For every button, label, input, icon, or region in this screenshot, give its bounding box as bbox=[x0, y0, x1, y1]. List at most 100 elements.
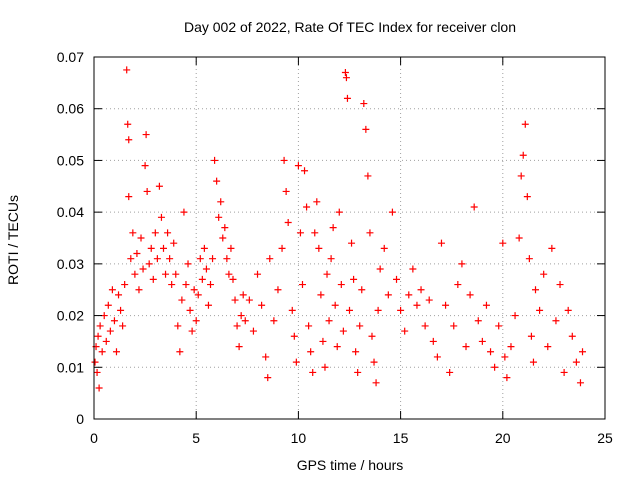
y-axis-label: ROTI / TECUs bbox=[5, 195, 21, 285]
data-point bbox=[239, 291, 247, 299]
data-point bbox=[270, 317, 278, 325]
data-point bbox=[112, 348, 120, 356]
data-point bbox=[364, 172, 372, 180]
data-point bbox=[278, 244, 286, 252]
data-point bbox=[474, 317, 482, 325]
data-point bbox=[462, 343, 470, 351]
data-point bbox=[333, 343, 341, 351]
data-point bbox=[186, 306, 194, 314]
data-point bbox=[194, 291, 202, 299]
data-point bbox=[350, 275, 358, 283]
data-point bbox=[442, 301, 450, 309]
data-point bbox=[233, 322, 241, 330]
data-point bbox=[106, 327, 114, 335]
data-point bbox=[141, 162, 149, 170]
data-point bbox=[374, 306, 382, 314]
data-point bbox=[317, 291, 325, 299]
data-point bbox=[366, 229, 374, 237]
data-point bbox=[190, 286, 198, 294]
data-point bbox=[346, 306, 353, 314]
data-point bbox=[180, 208, 188, 216]
data-points bbox=[91, 66, 587, 392]
data-point bbox=[409, 265, 417, 273]
y-tick-label: 0.05 bbox=[57, 152, 84, 168]
x-tick-label: 20 bbox=[495, 430, 511, 446]
data-point bbox=[572, 358, 580, 366]
data-point bbox=[249, 327, 257, 335]
data-point bbox=[219, 234, 227, 242]
data-point bbox=[142, 131, 150, 139]
data-point bbox=[517, 172, 525, 180]
data-point bbox=[342, 74, 350, 82]
y-tick-label: 0.01 bbox=[57, 359, 84, 375]
data-point bbox=[305, 322, 313, 330]
data-point bbox=[241, 317, 249, 325]
data-point bbox=[200, 244, 208, 252]
data-point bbox=[245, 296, 253, 304]
y-tick-label: 0 bbox=[76, 411, 84, 427]
data-point bbox=[231, 296, 239, 304]
data-point bbox=[102, 337, 110, 345]
data-point bbox=[352, 348, 360, 356]
data-point bbox=[376, 265, 384, 273]
data-point bbox=[413, 301, 421, 309]
data-point bbox=[196, 255, 204, 263]
data-point bbox=[579, 348, 587, 356]
data-point bbox=[143, 187, 151, 195]
data-point bbox=[258, 301, 266, 309]
data-point bbox=[429, 337, 437, 345]
data-point bbox=[303, 203, 311, 211]
data-point bbox=[121, 281, 129, 289]
data-point bbox=[401, 327, 409, 335]
data-point bbox=[280, 156, 288, 164]
data-point bbox=[529, 358, 537, 366]
data-point bbox=[327, 255, 335, 263]
data-point bbox=[284, 218, 292, 226]
data-point bbox=[519, 151, 527, 159]
data-point bbox=[362, 125, 370, 133]
axis-ticks: 0 0.01 0.02 0.03 0.04 0.05 0.06 0.07 0 5 10 15 20 25 bbox=[57, 49, 613, 446]
data-point bbox=[292, 358, 300, 366]
data-point bbox=[108, 286, 116, 294]
data-point bbox=[393, 275, 401, 283]
data-point bbox=[466, 291, 474, 299]
data-point bbox=[309, 368, 317, 376]
data-point bbox=[294, 162, 302, 170]
data-point bbox=[172, 270, 180, 278]
data-point bbox=[446, 368, 454, 376]
data-point bbox=[254, 270, 262, 278]
data-point bbox=[262, 353, 270, 361]
data-point bbox=[129, 229, 137, 237]
data-point bbox=[458, 260, 466, 268]
data-point bbox=[331, 301, 339, 309]
data-point bbox=[315, 244, 323, 252]
data-point bbox=[124, 120, 132, 128]
x-tick-label: 5 bbox=[192, 430, 200, 446]
data-point bbox=[202, 265, 210, 273]
data-point bbox=[421, 322, 429, 330]
data-point bbox=[225, 270, 233, 278]
y-tick-label: 0.03 bbox=[57, 256, 84, 272]
data-point bbox=[323, 270, 331, 278]
data-point bbox=[388, 208, 396, 216]
x-tick-label: 10 bbox=[291, 430, 307, 446]
data-point bbox=[560, 368, 568, 376]
data-point bbox=[123, 66, 131, 74]
data-point bbox=[91, 358, 99, 366]
data-point bbox=[454, 281, 462, 289]
data-point bbox=[501, 353, 509, 361]
data-point bbox=[384, 291, 392, 299]
data-point bbox=[348, 239, 356, 247]
data-point bbox=[145, 260, 153, 268]
data-point bbox=[207, 281, 215, 289]
data-point bbox=[532, 286, 540, 294]
x-tick-label: 0 bbox=[90, 430, 98, 446]
data-point bbox=[525, 255, 533, 263]
data-point bbox=[450, 322, 458, 330]
data-point bbox=[335, 208, 343, 216]
data-point bbox=[397, 306, 405, 314]
data-point bbox=[282, 187, 290, 195]
data-point bbox=[162, 270, 170, 278]
data-point bbox=[155, 182, 163, 190]
